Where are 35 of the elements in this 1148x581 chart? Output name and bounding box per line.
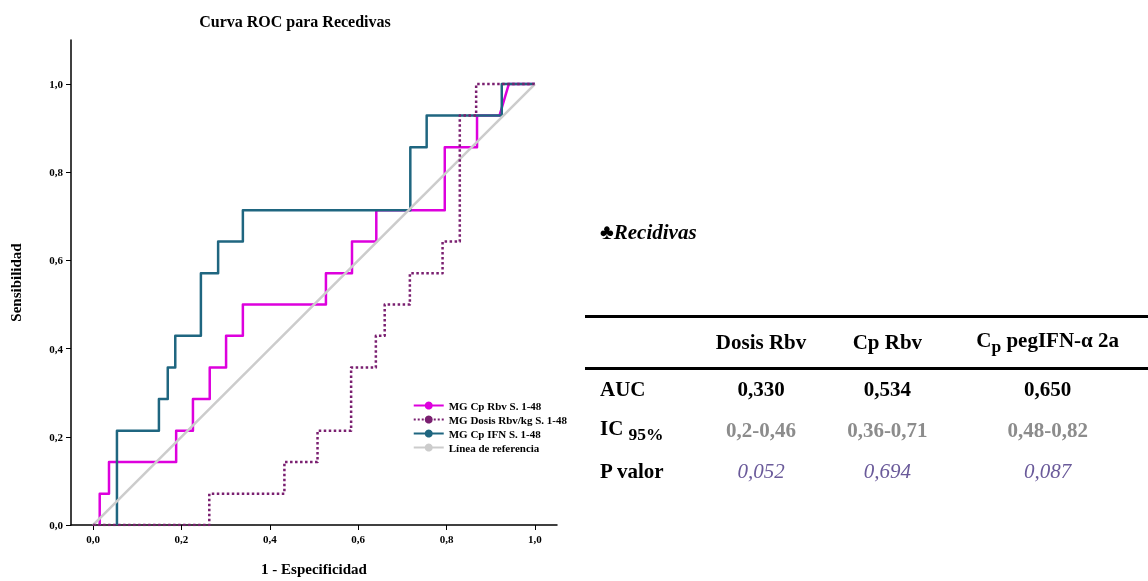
text: 0,694 xyxy=(863,459,911,484)
y-tick-label: 0,0 xyxy=(49,519,64,531)
text: 0,330 xyxy=(737,377,785,402)
x-tick-label: 1,0 xyxy=(528,532,543,545)
category-label: C$_{p}$ pegIFN-α 2a xyxy=(947,316,1148,369)
text: ♣Recidivas xyxy=(600,220,698,245)
y-tick-label: 1,0 xyxy=(49,78,64,91)
x-tick-label: 0,0 xyxy=(86,532,101,545)
text: 0,2-0,46 xyxy=(726,418,797,443)
x-tick-label: 0,2 xyxy=(174,532,189,545)
y-tick-label: 0,6 xyxy=(49,254,64,267)
text: 0,48-0,82 xyxy=(1007,418,1088,443)
legend-label: MG Dosis Rbv/kg S. 1-48 xyxy=(448,413,568,426)
text: 0,36-0,71 xyxy=(847,418,928,443)
text: 0,650 xyxy=(1024,377,1072,402)
x-tick-label: 0,8 xyxy=(439,532,454,545)
text: 0,052 xyxy=(737,459,785,484)
y-axis-title: Sensibilidad xyxy=(7,242,24,322)
legend-label: Línea de referencia xyxy=(448,441,540,454)
x-axis-title: 1 - Especificidad xyxy=(261,560,368,577)
chart-title: Curva ROC para Recedivas xyxy=(199,12,391,31)
category-label: IC $_{95%}$ xyxy=(600,416,664,445)
x-tick-label: 0,4 xyxy=(262,532,278,545)
text: 0,087 xyxy=(1024,459,1072,484)
category-label: Cp Rbv xyxy=(827,316,948,369)
category-label: Dosis Rbv xyxy=(694,316,828,369)
legend-label: MG Cp IFN S. 1-48 xyxy=(448,427,542,440)
y-tick-label: 0,4 xyxy=(49,342,64,355)
category-label: P valor xyxy=(600,459,664,484)
y-tick-label: 0,2 xyxy=(49,430,64,443)
x-tick-label: 0,6 xyxy=(351,532,366,545)
y-tick-label: 0,8 xyxy=(49,166,64,179)
legend-label: MG Cp Rbv S. 1-48 xyxy=(448,399,542,412)
category-label: AUC xyxy=(600,377,646,402)
text: 0,534 xyxy=(863,377,911,402)
